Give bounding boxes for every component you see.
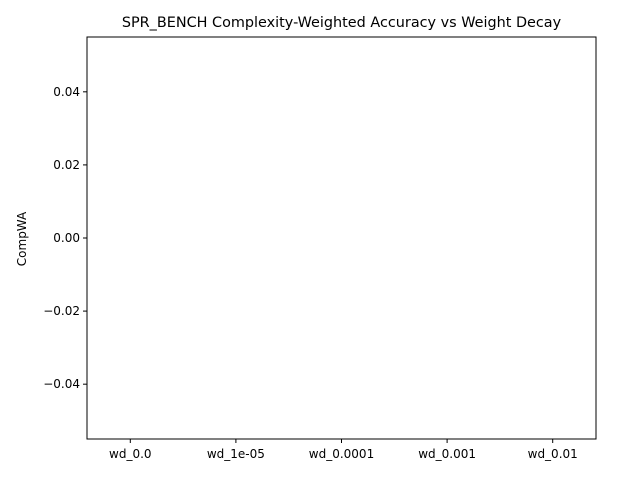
- plot-frame: [86, 36, 597, 440]
- y-axis-label: CompWA: [15, 211, 29, 266]
- x-tick-label: wd_0.0001: [309, 447, 374, 461]
- y-tick-label: −0.04: [43, 377, 80, 391]
- y-ticks: 0.04 0.02 0.00 −0.02 −0.04: [43, 85, 87, 391]
- x-tick-label: wd_0.01: [528, 447, 578, 461]
- x-tick-label: wd_0.0: [109, 447, 152, 461]
- chart-title: SPR_BENCH Complexity-Weighted Accuracy v…: [122, 15, 562, 31]
- x-tick-label: wd_1e-05: [207, 447, 265, 461]
- x-ticks: wd_0.0 wd_1e-05 wd_0.0001 wd_0.001 wd_0.01: [109, 439, 578, 461]
- y-tick-label: −0.02: [43, 304, 80, 318]
- y-tick-label: 0.02: [53, 158, 80, 172]
- y-tick-label: 0.04: [53, 85, 80, 99]
- y-tick-label: 0.00: [53, 231, 80, 245]
- x-tick-label: wd_0.001: [418, 447, 476, 461]
